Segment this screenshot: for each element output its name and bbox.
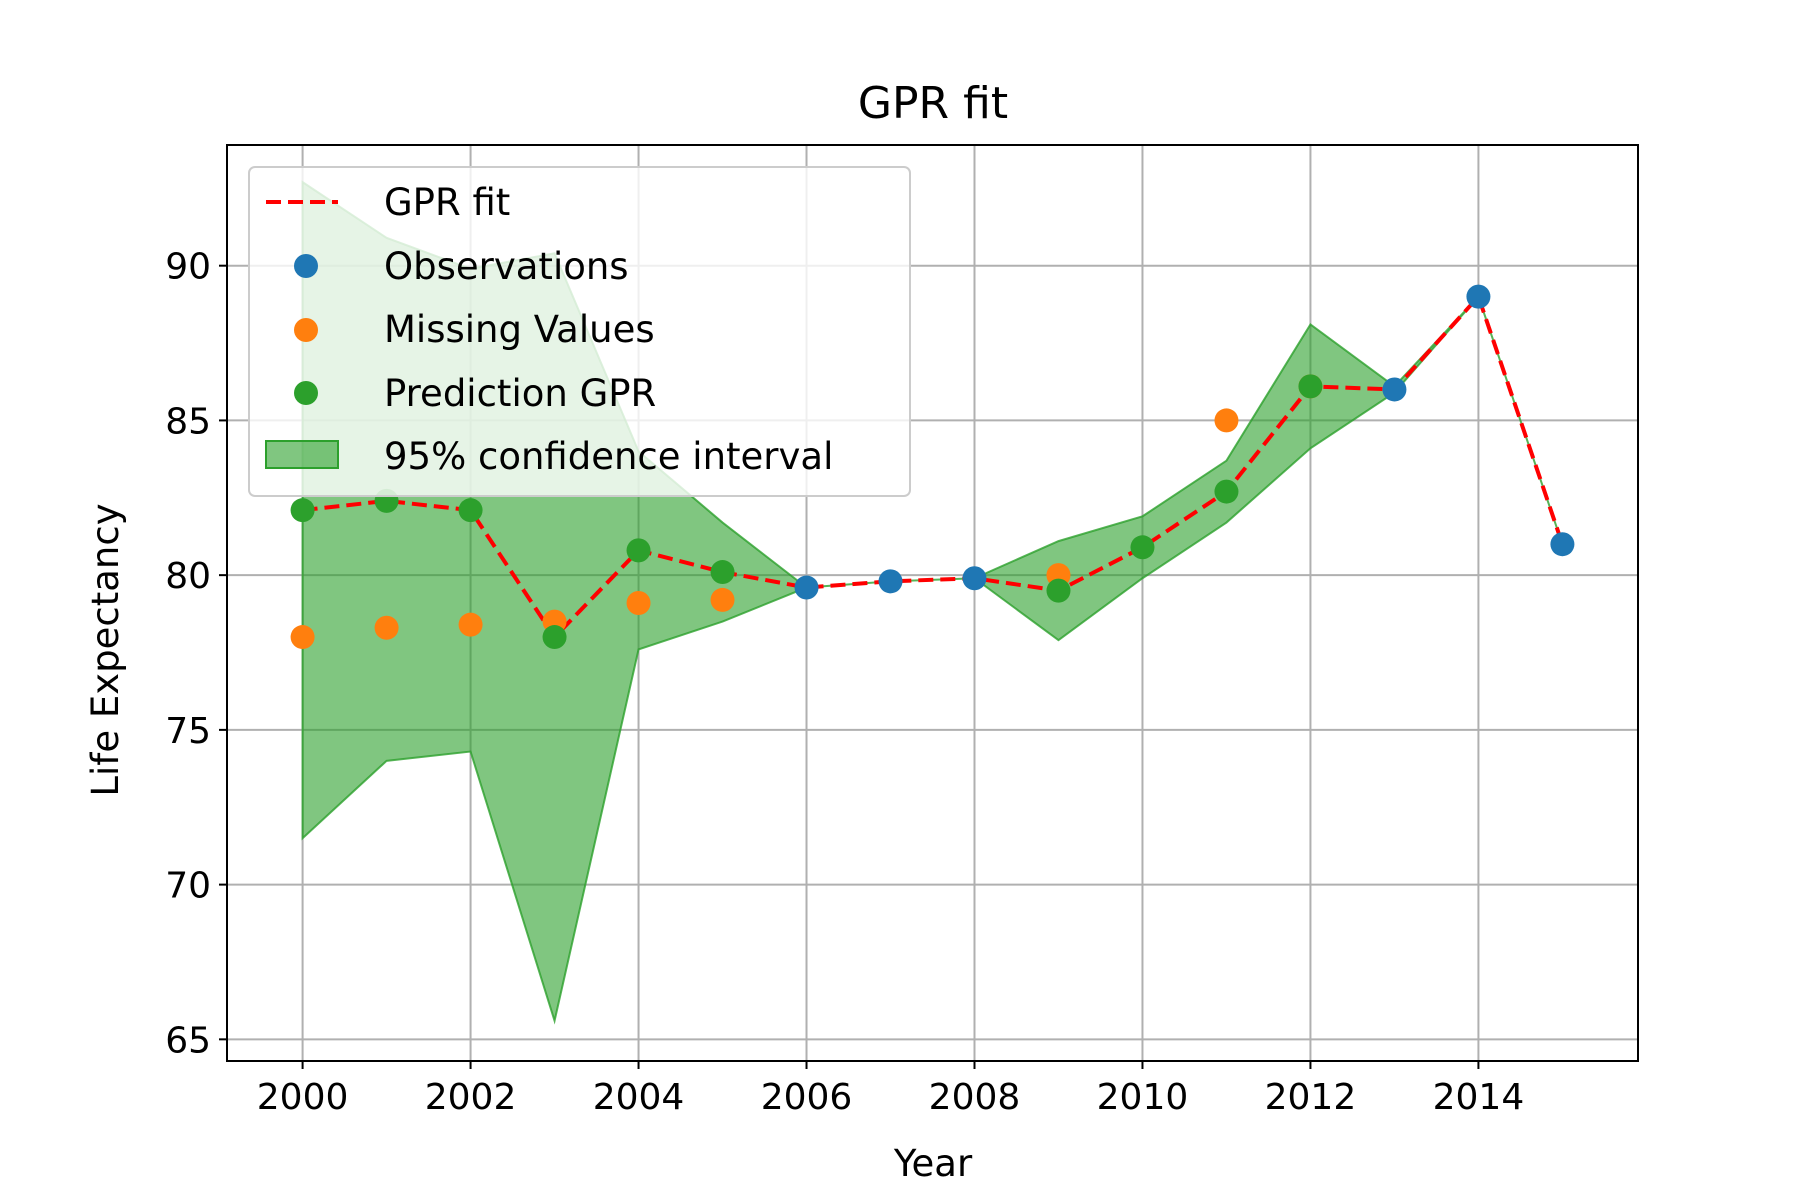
y-tick-label: 75 xyxy=(165,711,211,752)
missing-value-point xyxy=(1214,408,1239,433)
x-axis-label: Year xyxy=(893,1142,973,1185)
observation-point xyxy=(1466,284,1491,309)
prediction-layer xyxy=(290,374,1323,650)
legend-swatch-prediction-gpr xyxy=(294,381,318,405)
legend: GPR fit Observations Missing Values Pred… xyxy=(248,166,911,497)
prediction-gpr-point xyxy=(290,498,315,523)
x-tick-label: 2000 xyxy=(257,1077,349,1118)
legend-label-prediction-gpr: Prediction GPR xyxy=(384,372,656,415)
legend-label-observations: Observations xyxy=(384,245,629,288)
legend-box xyxy=(248,166,911,497)
x-tick-label: 2004 xyxy=(593,1077,685,1118)
prediction-gpr-point xyxy=(458,498,483,523)
y-tick-label: 85 xyxy=(165,401,211,442)
prediction-gpr-point xyxy=(542,625,567,650)
y-tick-label: 90 xyxy=(165,247,211,288)
observation-point xyxy=(1550,532,1575,557)
gpr-fit-line xyxy=(302,294,1565,640)
gpr-fit-layer xyxy=(302,294,1565,640)
prediction-gpr-point xyxy=(1130,535,1155,560)
prediction-gpr-point xyxy=(1046,578,1071,603)
y-tick-label: 80 xyxy=(165,556,211,597)
x-tick-label: 2008 xyxy=(929,1077,1021,1118)
x-ticks: 2000 2002 2004 2006 2008 2010 2012 2014 xyxy=(257,1061,1524,1118)
x-tick-label: 2006 xyxy=(761,1077,853,1118)
x-tick-label: 2002 xyxy=(425,1077,517,1118)
legend-swatch-confidence-interval xyxy=(265,440,339,469)
prediction-gpr-point xyxy=(1214,479,1239,504)
x-tick-label: 2012 xyxy=(1265,1077,1357,1118)
missing-value-point xyxy=(290,625,315,650)
legend-label-gpr-fit: GPR fit xyxy=(384,181,510,224)
y-ticks: 65 70 75 80 85 90 xyxy=(165,247,227,1061)
missing-value-point xyxy=(374,615,399,640)
missing-value-point xyxy=(458,612,483,637)
chart-title: GPR fit xyxy=(858,78,1008,129)
prediction-gpr-point xyxy=(1298,374,1323,399)
prediction-gpr-point xyxy=(710,560,735,585)
y-tick-label: 65 xyxy=(165,1020,211,1061)
prediction-gpr-point xyxy=(626,538,651,563)
x-tick-label: 2014 xyxy=(1433,1077,1525,1118)
legend-swatch-missing-values xyxy=(294,318,318,342)
y-tick-label: 70 xyxy=(165,866,211,907)
legend-label-confidence-interval: 95% confidence interval xyxy=(384,435,833,478)
plot-frame xyxy=(226,144,1639,1062)
observation-point xyxy=(794,575,819,600)
observation-point xyxy=(878,569,903,594)
observations-layer xyxy=(794,284,1575,600)
y-axis-label: Life Expectancy xyxy=(84,503,127,796)
legend-label-missing-values: Missing Values xyxy=(384,308,655,351)
legend-swatch-observations xyxy=(294,254,318,278)
missing-value-point xyxy=(626,591,651,615)
observation-point xyxy=(1382,377,1407,402)
x-tick-label: 2010 xyxy=(1097,1077,1189,1118)
observation-point xyxy=(962,566,987,591)
missing-value-point xyxy=(710,587,735,612)
